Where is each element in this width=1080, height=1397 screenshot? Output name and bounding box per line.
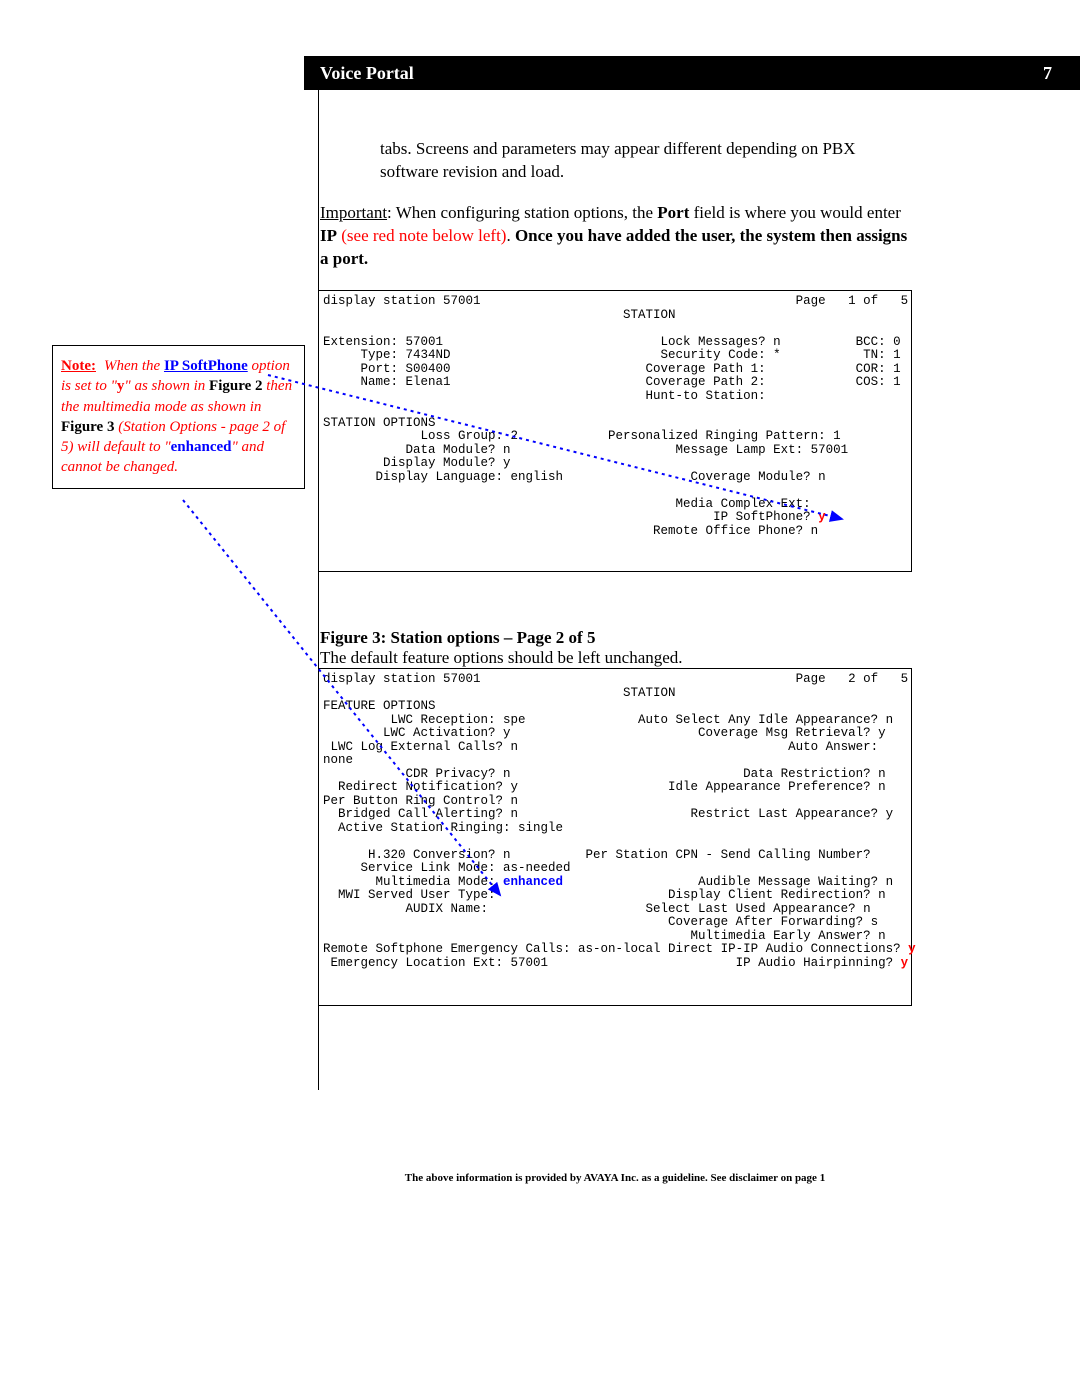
t2l13: H.320 Conversion? n Per Station CPN - Se… <box>323 848 871 862</box>
ip-softphone-link[interactable]: IP SoftPhone <box>164 358 248 374</box>
paragraph-2: Important: When configuring station opti… <box>320 202 910 271</box>
t2l15c: Audible Message Waiting? n <box>563 875 893 889</box>
t1l17b: y <box>818 510 826 524</box>
figure-3-caption: Figure 3: Station options – Page 2 of 5 … <box>320 628 683 668</box>
t1l5: Type: 7434ND Security Code: * TN: 1 <box>323 348 901 362</box>
note-fig3: Figure 3 <box>61 419 114 435</box>
nt3: " as shown in <box>124 378 209 394</box>
header-title: Voice Portal <box>320 63 414 84</box>
terminal-page-2: display station 57001 Page 2 of 5 STATIO… <box>318 668 912 1006</box>
important-label: Important <box>320 203 387 222</box>
t2a: : When configuring station options, the <box>387 203 657 222</box>
t2l7: CDR Privacy? n Data Restriction? n <box>323 767 886 781</box>
t2l4: LWC Reception: spe Auto Select Any Idle … <box>323 713 893 727</box>
header-page-number: 7 <box>1043 63 1052 84</box>
t2l3: FEATURE OPTIONS <box>323 699 436 713</box>
ip-word: IP <box>320 226 337 245</box>
t2l11: Active Station Ringing: single <box>323 821 563 835</box>
port-word: Port <box>657 203 689 222</box>
t1l17a: IP SoftPhone? <box>323 510 818 524</box>
paragraph-1: tabs. Screens and parameters may appear … <box>380 138 910 184</box>
t1l11: Loss Group: 2 Personalized Ringing Patte… <box>323 429 841 443</box>
t2c: . <box>506 226 515 245</box>
t2l21b: y <box>901 956 909 970</box>
t1l13: Display Module? y <box>323 456 511 470</box>
t2l17: AUDIX Name: Select Last Used Appearance?… <box>323 902 871 916</box>
t2l15a: Multimedia Mode: <box>323 875 503 889</box>
t2l18: Coverage After Forwarding? s <box>323 915 878 929</box>
t1l4: Extension: 57001 Lock Messages? n BCC: 0 <box>323 335 901 349</box>
t2l14: Service Link Mode: as-needed <box>323 861 571 875</box>
t1l12: Data Module? n Message Lamp Ext: 57001 <box>323 443 848 457</box>
t2l2: STATION <box>323 686 676 700</box>
t2l10: Bridged Call Alerting? n Restrict Last A… <box>323 807 893 821</box>
page-header: Voice Portal 7 <box>304 56 1080 90</box>
t1l6: Port: S00400 Coverage Path 1: COR: 1 <box>323 362 901 376</box>
t1l1: display station 57001 Page 1 of 5 <box>323 294 908 308</box>
figure-title: Figure 3: Station options – Page 2 of 5 <box>320 628 683 648</box>
t2l20b: y <box>908 942 916 956</box>
t1l16: Media Complex Ext: <box>323 497 811 511</box>
note-fig2: Figure 2 <box>209 378 262 394</box>
t2l15b: enhanced <box>503 875 563 889</box>
terminal-page-1: display station 57001 Page 1 of 5 STATIO… <box>318 290 912 572</box>
t1l8: Hunt-to Station: <box>323 389 766 403</box>
t2l6b: none <box>323 753 353 767</box>
t2l16: MWI Served User Type: Display Client Red… <box>323 888 886 902</box>
note-label: Note: <box>61 356 96 376</box>
t2l9: Per Button Ring Control? n <box>323 794 518 808</box>
t1l7: Name: Elena1 Coverage Path 2: COS: 1 <box>323 375 901 389</box>
t2l8: Redirect Notification? y Idle Appearance… <box>323 780 886 794</box>
nt1: When the <box>104 358 164 374</box>
t2l1: display station 57001 Page 2 of 5 <box>323 672 908 686</box>
t1l2: STATION <box>323 308 676 322</box>
t2l20a: Remote Softphone Emergency Calls: as-on-… <box>323 942 908 956</box>
t2l6: LWC Log External Calls? n Auto Answer: <box>323 740 878 754</box>
t2l21a: Emergency Location Ext: 57001 IP Audio H… <box>323 956 901 970</box>
footer-disclaimer: The above information is provided by AVA… <box>318 1172 912 1184</box>
note-enhanced: enhanced <box>171 439 232 455</box>
t1l18: Remote Office Phone? n <box>323 524 818 538</box>
t1l14: Display Language: english Coverage Modul… <box>323 470 826 484</box>
t2b: field is where you would enter <box>689 203 901 222</box>
figure-subtitle: The default feature options should be le… <box>320 648 683 668</box>
body-text: tabs. Screens and parameters may appear … <box>320 138 910 271</box>
t1l10: STATION OPTIONS <box>323 416 436 430</box>
side-note-box: Note: When the IP SoftPhone option is se… <box>52 345 305 489</box>
t2l19: Multimedia Early Answer? n <box>323 929 886 943</box>
t2l5: LWC Activation? y Coverage Msg Retrieval… <box>323 726 886 740</box>
red-inline-note: (see red note below left) <box>337 226 506 245</box>
